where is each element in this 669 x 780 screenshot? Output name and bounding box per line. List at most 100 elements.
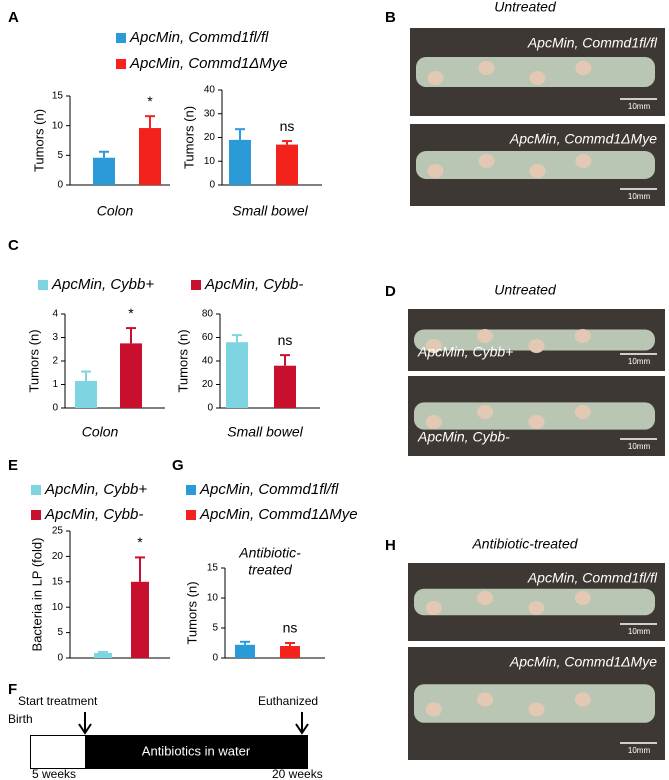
timeline-time: 20 weeks (272, 767, 323, 780)
y-tick-label: 40 (204, 85, 216, 96)
y-tick-label: 1 (52, 379, 58, 390)
y-axis-label: Tumors (n) (26, 329, 41, 392)
photo-title: Antibiotic-treated (471, 536, 578, 552)
y-axis-label: Bacteria in LP (fold) (29, 538, 44, 652)
bar (139, 128, 161, 185)
bar (120, 343, 142, 408)
scale-label: 10mm (628, 102, 651, 111)
tumor (477, 591, 494, 605)
panel-label: E (8, 457, 18, 474)
scale-label: 10mm (628, 357, 651, 366)
legend-label: ApcMin, Commd1ΔMye (129, 55, 288, 72)
bar (280, 646, 300, 658)
legend-label: ApcMin, Commd1ΔMye (199, 506, 358, 523)
y-tick-label: 0 (57, 653, 63, 664)
tumor (575, 154, 592, 168)
significance: * (147, 93, 153, 109)
y-tick-label: 10 (52, 120, 64, 131)
significance: ns (283, 620, 298, 636)
timeline-event: Euthanized (258, 694, 318, 708)
tumor (427, 71, 444, 85)
y-tick-label: 5 (57, 150, 63, 161)
scale-label: 10mm (628, 627, 651, 636)
y-tick-label: 20 (204, 132, 216, 143)
tumor (528, 702, 545, 717)
tumor (425, 702, 442, 717)
bar (235, 644, 255, 658)
y-tick-label: 60 (202, 332, 214, 343)
legend-swatch (116, 33, 126, 43)
bar (93, 157, 115, 185)
bar (131, 581, 149, 658)
tumor (528, 339, 545, 353)
photo-title: Untreated (494, 282, 557, 298)
timeline-event: Start treatment (18, 694, 98, 708)
legend-label: ApcMin, Cybb- (44, 506, 143, 523)
panel-label: H (385, 537, 396, 554)
bar (75, 380, 97, 408)
panel-label: F (8, 681, 17, 698)
legend-swatch (31, 510, 41, 520)
y-tick-label: 10 (207, 593, 219, 604)
panel-label: G (172, 457, 184, 474)
tumor (425, 339, 442, 353)
photo-label: ApcMin, Cybb- (417, 429, 510, 445)
significance: ns (280, 118, 295, 134)
y-tick-label: 0 (212, 653, 218, 664)
chart-note: treated (248, 562, 293, 578)
panel-label: C (8, 237, 19, 254)
y-tick-label: 0 (57, 180, 63, 191)
y-tick-label: 25 (52, 526, 64, 537)
legend-swatch (191, 280, 201, 290)
tumor (477, 329, 494, 343)
start-arrow-head (78, 723, 92, 735)
significance: * (137, 534, 143, 550)
photo-label: ApcMin, Commd1ΔMye (509, 131, 657, 147)
tumor (477, 405, 494, 419)
timeline-time: 5 weeks (32, 767, 76, 780)
y-tick-label: 30 (204, 108, 216, 119)
legend-label: ApcMin, Commd1fl/fl (199, 481, 339, 498)
significance: ns (278, 332, 293, 348)
scale-label: 10mm (628, 746, 651, 755)
y-tick-label: 40 (202, 356, 214, 367)
tumor (478, 61, 495, 75)
tumor (425, 415, 442, 429)
legend-swatch (186, 510, 196, 520)
tumor (425, 601, 442, 615)
legend-label: ApcMin, Commd1fl/fl (129, 29, 269, 46)
tumor (478, 154, 495, 168)
bar (94, 652, 112, 658)
y-tick-label: 0 (207, 403, 213, 414)
bar (226, 342, 248, 408)
x-axis-label: Colon (82, 424, 119, 440)
timeline-untreated (31, 736, 85, 768)
legend-swatch (38, 280, 48, 290)
tumor (574, 692, 591, 707)
photo-label: ApcMin, Cybb+ (417, 344, 513, 360)
end-arrow-head (295, 723, 309, 735)
tumor (575, 61, 592, 75)
y-tick-label: 15 (52, 576, 64, 587)
tumor (529, 71, 546, 85)
timeline-event: Birth (8, 712, 33, 726)
y-tick-label: 5 (57, 627, 63, 638)
legend-label: ApcMin, Cybb+ (44, 481, 147, 498)
y-tick-label: 5 (212, 623, 218, 634)
legend-swatch (186, 485, 196, 495)
timeline-bar-label: Antibiotics in water (142, 743, 251, 758)
y-tick-label: 80 (202, 309, 214, 320)
y-tick-label: 4 (52, 309, 58, 320)
y-tick-label: 15 (207, 563, 219, 574)
y-tick-label: 10 (204, 156, 216, 167)
tumor (528, 601, 545, 615)
legend-label: ApcMin, Cybb- (204, 276, 303, 293)
panel-label: B (385, 9, 396, 26)
y-tick-label: 0 (209, 180, 215, 191)
photo-label: ApcMin, Commd1fl/fl (527, 570, 658, 586)
tumor (477, 692, 494, 707)
panel-label: D (385, 283, 396, 300)
tumor (574, 329, 591, 343)
y-tick-label: 2 (52, 356, 58, 367)
y-tick-label: 0 (52, 403, 58, 414)
